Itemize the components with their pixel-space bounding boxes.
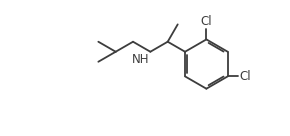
Text: NH: NH [132, 53, 150, 66]
Text: Cl: Cl [201, 15, 212, 28]
Text: Cl: Cl [239, 70, 251, 83]
